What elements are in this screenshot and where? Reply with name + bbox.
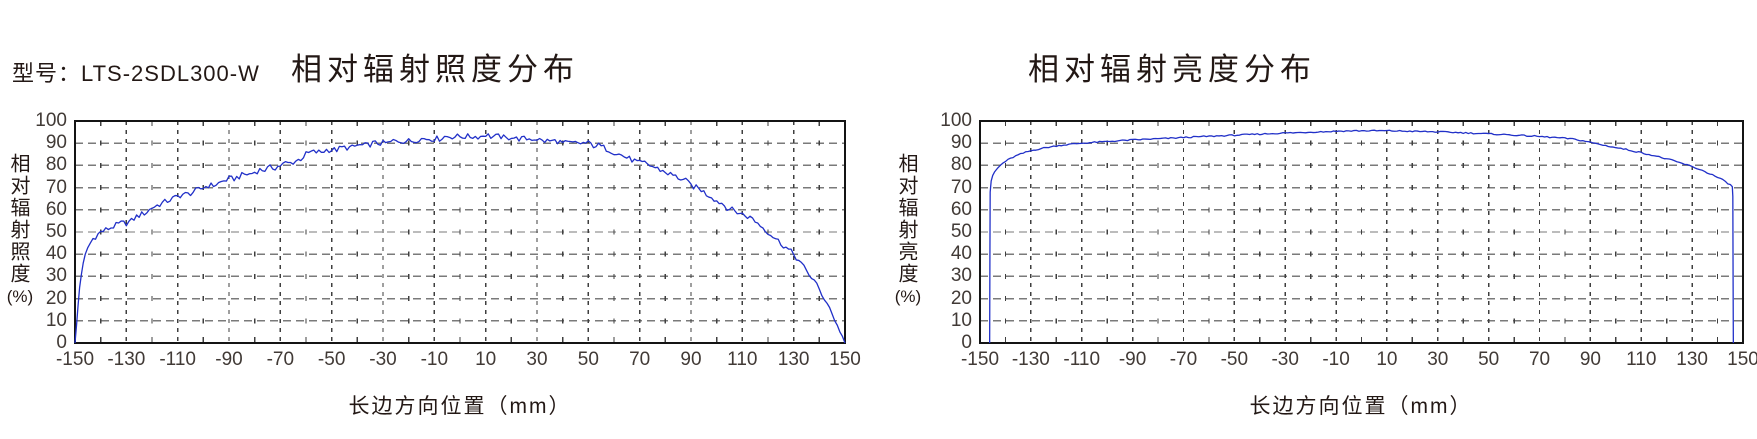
x-axis-title-luminance: 长边方向位置（mm） [1249, 395, 1473, 418]
x-tick-label: 10 [1376, 349, 1398, 370]
y-tick-label: 40 [950, 243, 972, 265]
y-axis-label-luminance: 相对辐射亮度 [895, 153, 917, 285]
plot-svg [979, 120, 1744, 344]
plot-border [979, 120, 1744, 344]
x-tick-label: -70 [1169, 349, 1198, 370]
y-tick-label: 90 [45, 132, 67, 154]
x-axis-title-illuminance: 长边方向位置（mm） [348, 395, 572, 418]
y-tick-label: 60 [950, 198, 972, 220]
x-tick-label: -10 [420, 349, 449, 370]
chart-title-luminance: 相对辐射亮度分布 [1028, 51, 1316, 87]
y-axis-label-illuminance: 相对辐射照度 [7, 153, 29, 285]
x-tick-label: 150 [829, 349, 861, 370]
y-tick-label: 90 [950, 132, 972, 154]
x-tick-label: 150 [1727, 349, 1757, 370]
x-tick-label: 130 [777, 349, 810, 370]
y-tick-label: 70 [950, 176, 972, 198]
x-tick-label: 90 [680, 349, 702, 370]
y-tick-label: 30 [950, 265, 972, 287]
y-tick-label: 0 [961, 332, 972, 353]
x-tick-label: -130 [107, 349, 146, 370]
x-tick-label: 90 [1579, 349, 1601, 370]
x-tick-label: -30 [1271, 349, 1299, 370]
x-tick-label: 30 [526, 349, 548, 370]
x-tick-label: 10 [475, 349, 497, 370]
y-tick-label: 10 [950, 309, 972, 331]
data-curve [74, 133, 846, 344]
y-tick-label: 0 [56, 332, 67, 353]
y-tick-label: 100 [35, 110, 67, 131]
x-tick-label: 70 [629, 349, 651, 370]
data-curve [989, 129, 1734, 344]
y-axis-unit-illuminance: (%) [6, 287, 34, 306]
x-tick-label: -30 [369, 349, 397, 370]
chart-title-illuminance: 相对辐射照度分布 [291, 51, 579, 87]
y-tick-label: 30 [45, 265, 67, 287]
y-tick-label: 50 [950, 221, 972, 242]
x-tick-label: -50 [317, 349, 346, 370]
y-tick-label: 100 [940, 110, 972, 131]
x-tick-label: 110 [727, 349, 758, 370]
x-tick-label: -90 [215, 349, 243, 370]
plot-svg [74, 120, 846, 344]
x-tick-label: 30 [1427, 349, 1449, 370]
x-tick-label: 50 [1478, 349, 1500, 370]
plot-border [74, 120, 846, 344]
model-label: 型号：LTS-2SDL300-W [12, 61, 260, 86]
y-tick-label: 50 [45, 221, 67, 242]
x-tick-label: 110 [1626, 349, 1657, 370]
y-tick-label: 70 [45, 176, 67, 198]
x-tick-label: -10 [1322, 349, 1350, 370]
x-tick-label: 50 [577, 349, 599, 370]
x-tick-label: -150 [960, 349, 1000, 370]
y-tick-label: 20 [950, 287, 972, 309]
x-tick-label: 70 [1528, 349, 1551, 370]
y-tick-label: 10 [45, 309, 67, 331]
x-tick-label: -130 [1011, 349, 1050, 370]
x-tick-label: -150 [55, 349, 95, 370]
y-tick-label: 60 [45, 198, 67, 220]
x-tick-label: -90 [1118, 349, 1147, 370]
y-tick-label: 80 [950, 154, 972, 176]
x-tick-label: 130 [1676, 349, 1708, 370]
y-tick-label: 40 [45, 243, 67, 265]
y-axis-unit-luminance: (%) [894, 287, 922, 306]
x-tick-label: -50 [1220, 349, 1249, 370]
y-tick-label: 20 [45, 287, 67, 309]
x-tick-label: -110 [1063, 349, 1101, 370]
y-tick-label: 80 [45, 154, 67, 176]
x-tick-label: -70 [266, 349, 295, 370]
x-tick-label: -110 [159, 349, 196, 370]
